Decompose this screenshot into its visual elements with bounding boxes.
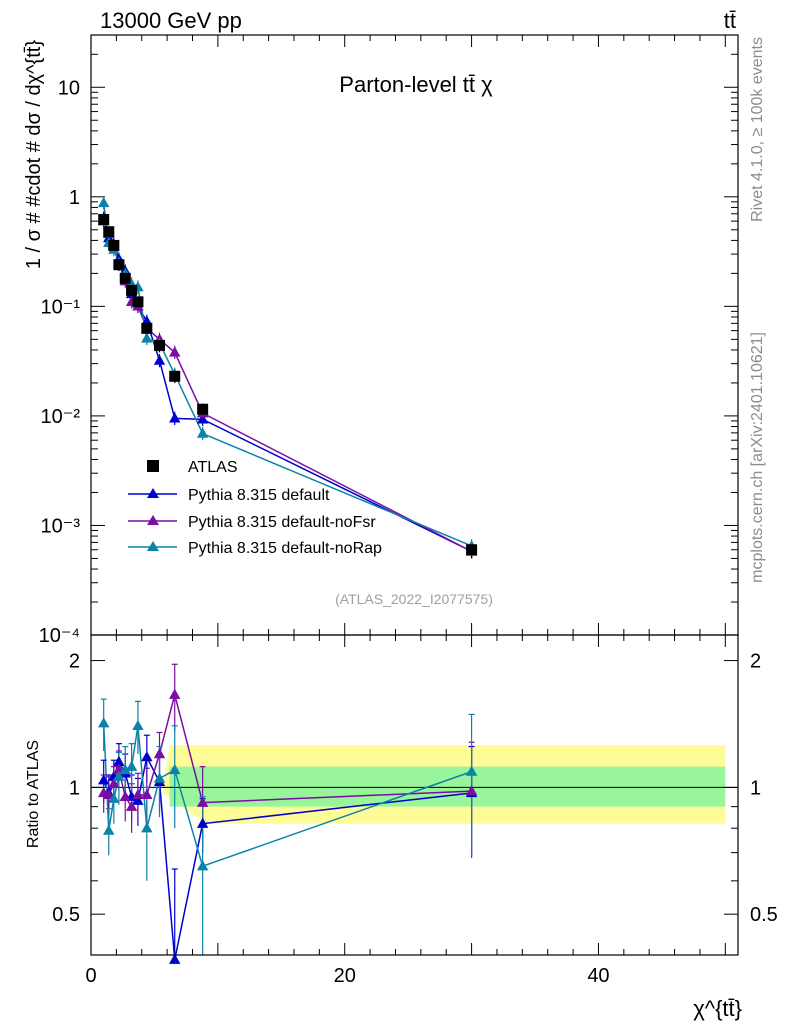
marker-atlas <box>466 544 478 556</box>
legend-noRap-label: Pythia 8.315 default-noRap <box>188 540 382 557</box>
ratio-marker-noFsr <box>465 785 478 796</box>
header-left: 13000 GeV pp <box>100 8 242 33</box>
y-tick-label: 10 <box>58 77 80 99</box>
ratio-marker-noRap <box>196 860 209 871</box>
marker-noRap <box>196 427 209 438</box>
mcplots-label: mcplots.cern.ch [arXiv:2401.10621] <box>749 332 766 583</box>
ratio-tick-label-right: 1 <box>750 777 761 799</box>
x-axis-label: χ^{tt̄} <box>693 996 742 1021</box>
error-bars <box>100 196 475 955</box>
ratio-marker-noFsr <box>108 777 120 788</box>
band-inner <box>169 766 726 807</box>
ratio-marker-noRap <box>169 763 181 775</box>
rivet-label: Rivet 4.1.0, ≥ 100k events <box>749 37 766 222</box>
marker-noRap <box>97 196 110 208</box>
chart-title: Parton-level tt̄ χ <box>339 72 493 97</box>
header-right: tt̄ <box>724 8 736 33</box>
marker-atlas <box>103 226 115 238</box>
ratio-marker-noFsr <box>103 788 115 800</box>
ratio-line-noRap <box>102 723 472 868</box>
ratio-marker-noFsr <box>169 688 181 699</box>
series-lines <box>102 202 472 960</box>
ratio-marker-noRap <box>113 770 125 781</box>
ratio-marker-noFsr <box>196 796 209 807</box>
y-axis-label: 1 / σ # #cdot # dσ / dχ^{tt̄} <box>23 40 45 269</box>
data-markers <box>97 196 478 964</box>
marker-atlas <box>197 403 209 415</box>
ratio-uncertainty-bands <box>91 745 738 824</box>
upper-tick-labels: 10 1 10⁻¹ 10⁻² 10⁻³ 10⁻⁴ <box>39 77 81 647</box>
legend: ATLAS Pythia 8.315 default Pythia 8.315 … <box>128 459 382 557</box>
ratio-marker-default <box>113 755 125 767</box>
x-tick-label: 20 <box>334 965 356 987</box>
ratio-tick-label: 0.5 <box>52 904 80 926</box>
ratio-marker-noRap <box>141 822 153 833</box>
marker-atlas <box>141 322 153 334</box>
y-tick-label: 10⁻³ <box>41 515 81 537</box>
ratio-marker-noRap <box>97 717 110 728</box>
legend-noFsr-label: Pythia 8.315 default-noFsr <box>188 514 376 531</box>
legend-noRap-marker <box>147 541 159 551</box>
ratio-marker-noFsr <box>132 788 144 800</box>
ratio-marker-default <box>97 774 110 785</box>
marker-atlas <box>154 339 166 351</box>
ratio-tick-label: 2 <box>69 651 80 673</box>
ratio-y-axis-label: Ratio to ATLAS <box>25 740 42 848</box>
ratio-marker-default <box>196 817 209 828</box>
x-tick-labels: 0 20 40 <box>85 965 609 987</box>
watermark: (ATLAS_2022_I2077575) <box>335 591 493 607</box>
x-tick-label: 0 <box>85 965 96 987</box>
ratio-marker-noFsr <box>119 790 131 801</box>
ratio-marker-noRap <box>132 719 144 731</box>
legend-default-marker <box>147 488 159 498</box>
marker-noRap <box>141 332 153 343</box>
lower-panel-frame <box>90 634 739 956</box>
ratio-marker-noRap <box>119 763 131 775</box>
ratio-marker-noRap <box>465 765 478 776</box>
ratio-marker-default <box>169 953 181 964</box>
marker-default <box>196 413 209 424</box>
marker-default <box>169 412 181 423</box>
y-tick-label: 10⁻² <box>41 406 81 428</box>
ratio-marker-noRap <box>153 772 166 783</box>
legend-atlas-marker <box>147 460 159 472</box>
legend-noFsr-marker <box>147 515 159 525</box>
ratio-marker-default <box>132 794 144 805</box>
y-tick-label: 1 <box>69 187 80 209</box>
y-tick-label: 10⁻¹ <box>41 296 81 318</box>
marker-atlas <box>108 239 120 251</box>
legend-atlas-label: ATLAS <box>188 459 238 476</box>
upper-axis-ticks <box>90 34 738 636</box>
x-tick-label: 40 <box>587 965 609 987</box>
marker-atlas <box>132 296 144 308</box>
lower-axis-ticks <box>90 635 738 956</box>
marker-noFsr <box>169 346 181 357</box>
ratio-marker-noFsr <box>153 748 166 759</box>
marker-atlas <box>98 214 110 226</box>
ratio-tick-label-right: 2 <box>750 651 761 673</box>
ratio-marker-noRap <box>108 792 120 803</box>
ratio-tick-label: 1 <box>69 777 80 799</box>
ratio-marker-default <box>141 751 153 762</box>
marker-default <box>153 354 166 365</box>
marker-atlas <box>126 284 138 296</box>
marker-atlas <box>119 272 131 284</box>
ratio-marker-noFsr <box>125 800 138 811</box>
lower-tick-labels: 2 2 1 1 0.5 0.5 <box>52 651 778 927</box>
y-tick-label: 10⁻⁴ <box>39 625 80 647</box>
ratio-marker-noFsr <box>141 788 153 800</box>
marker-atlas <box>113 259 125 271</box>
ratio-marker-noRap <box>125 760 138 771</box>
ratio-marker-noRap <box>103 824 115 835</box>
ratio-tick-label-right: 0.5 <box>750 904 778 926</box>
legend-default-label: Pythia 8.315 default <box>188 487 330 504</box>
marker-atlas <box>169 370 181 382</box>
